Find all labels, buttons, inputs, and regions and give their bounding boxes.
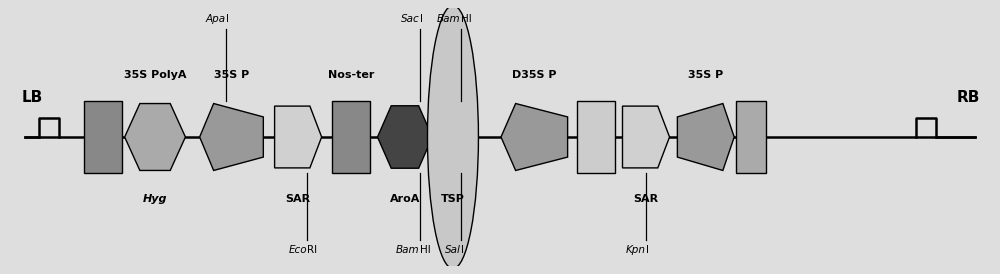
Polygon shape — [275, 106, 322, 168]
Text: D35S P: D35S P — [512, 70, 557, 80]
Text: 35S P: 35S P — [688, 70, 723, 80]
Text: 35S P: 35S P — [214, 70, 249, 80]
Text: RB: RB — [957, 90, 980, 105]
Bar — [736, 101, 766, 173]
Text: I: I — [226, 14, 229, 24]
Polygon shape — [622, 106, 670, 168]
Text: Bam: Bam — [396, 245, 420, 255]
Bar — [577, 101, 615, 173]
Text: Eco: Eco — [288, 245, 307, 255]
Text: HI: HI — [420, 245, 430, 255]
Text: HI: HI — [461, 14, 472, 24]
Bar — [332, 101, 370, 173]
Text: Apa: Apa — [205, 14, 226, 24]
Text: Hyg: Hyg — [143, 194, 167, 204]
Polygon shape — [501, 104, 568, 170]
Polygon shape — [200, 104, 263, 170]
Text: I: I — [420, 14, 423, 24]
Text: I: I — [646, 245, 649, 255]
Text: SAR: SAR — [286, 194, 311, 204]
Text: SAR: SAR — [633, 194, 659, 204]
Bar — [84, 101, 122, 173]
Text: I: I — [461, 245, 464, 255]
Text: Sac: Sac — [401, 14, 420, 24]
Text: LB: LB — [22, 90, 43, 105]
Polygon shape — [677, 104, 734, 170]
Text: Nos-ter: Nos-ter — [328, 70, 374, 80]
Text: RI: RI — [307, 245, 317, 255]
Text: 35S PolyA: 35S PolyA — [124, 70, 186, 80]
Text: AroA: AroA — [390, 194, 420, 204]
Text: TSP: TSP — [441, 194, 465, 204]
Ellipse shape — [427, 5, 478, 269]
Polygon shape — [125, 104, 185, 170]
Text: Bam: Bam — [437, 14, 461, 24]
Text: Kpn: Kpn — [626, 245, 646, 255]
Polygon shape — [378, 106, 432, 168]
Text: Sal: Sal — [445, 245, 461, 255]
